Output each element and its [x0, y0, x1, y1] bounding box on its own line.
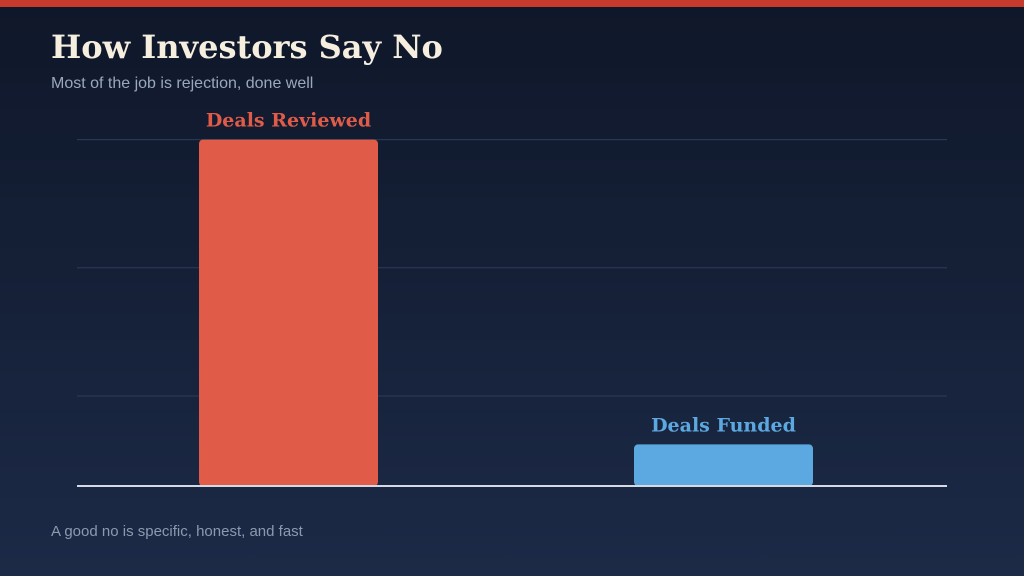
bar-labels: Deals Reviewed Deals Funded: [206, 110, 796, 437]
bar-label-deals-reviewed: Deals Reviewed: [206, 110, 371, 132]
bar-deals-reviewed: [199, 139, 378, 487]
bars: [199, 139, 813, 487]
bar-deals-funded: [634, 444, 813, 486]
slide-title: How Investors Say No: [51, 28, 443, 66]
top-accent-bar: [0, 0, 1024, 7]
slide-subtitle: Most of the job is rejection, done well: [51, 75, 314, 92]
slide-footnote: A good no is specific, honest, and fast: [51, 523, 303, 540]
bar-label-deals-funded: Deals Funded: [651, 414, 796, 436]
